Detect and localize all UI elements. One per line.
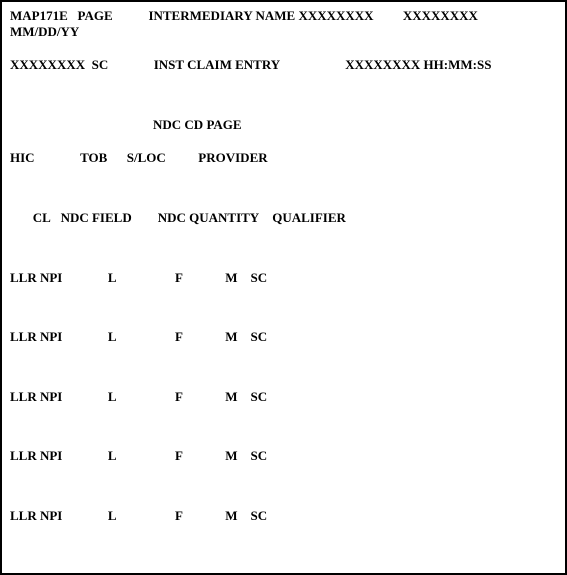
intermediary-value-2: XXXXXXXX bbox=[403, 8, 478, 24]
f-label: F bbox=[175, 329, 183, 345]
spacer bbox=[62, 508, 108, 524]
data-row: LLR NPI L F M SC bbox=[10, 389, 557, 405]
spacer bbox=[238, 329, 251, 345]
spacer bbox=[62, 389, 108, 405]
time-field: HH:MM:SS bbox=[424, 57, 492, 73]
sc-label: SC bbox=[251, 329, 268, 345]
col-hic: HIC bbox=[10, 150, 35, 166]
spacer bbox=[132, 210, 158, 226]
sc-label: SC bbox=[251, 270, 268, 286]
l-label: L bbox=[108, 389, 117, 405]
spacer bbox=[117, 329, 176, 345]
header-line-2: MM/DD/YY bbox=[10, 24, 557, 40]
f-label: F bbox=[175, 270, 183, 286]
columns-mid: CL NDC FIELD NDC QUANTITY QUALIFIER bbox=[10, 210, 557, 226]
spacer bbox=[10, 117, 153, 133]
col-tob: TOB bbox=[80, 150, 107, 166]
m-label: M bbox=[225, 270, 237, 286]
m-label: M bbox=[225, 508, 237, 524]
spacer bbox=[259, 210, 272, 226]
llr-npi-label: LLR NPI bbox=[10, 508, 62, 524]
l-label: L bbox=[108, 448, 117, 464]
spacer bbox=[113, 8, 149, 24]
col-provider: PROVIDER bbox=[198, 150, 267, 166]
sc-label: SC bbox=[251, 389, 268, 405]
spacer bbox=[62, 329, 108, 345]
spacer bbox=[183, 270, 225, 286]
data-rows: LLR NPI L F M SCLLR NPI L F M SCLLR NPI … bbox=[10, 270, 557, 524]
page-title-row: NDC CD PAGE bbox=[10, 117, 557, 133]
l-label: L bbox=[108, 508, 117, 524]
llr-npi-label: LLR NPI bbox=[10, 329, 62, 345]
spacer bbox=[51, 210, 61, 226]
f-label: F bbox=[175, 448, 183, 464]
col-sloc: S/LOC bbox=[127, 150, 166, 166]
spacer bbox=[68, 8, 78, 24]
f-label: F bbox=[175, 389, 183, 405]
spacer bbox=[117, 448, 176, 464]
spacer bbox=[10, 210, 33, 226]
spacer bbox=[183, 389, 225, 405]
f-label: F bbox=[175, 508, 183, 524]
col-qualifier: QUALIFIER bbox=[272, 210, 346, 226]
spacer bbox=[183, 329, 225, 345]
header-line-1: MAP171E PAGE INTERMEDIARY NAME XXXXXXXX … bbox=[10, 8, 557, 24]
intermediary-label: INTERMEDIARY NAME bbox=[148, 8, 295, 24]
spacer bbox=[62, 448, 108, 464]
page-title: NDC CD PAGE bbox=[153, 117, 242, 133]
map-id: MAP171E bbox=[10, 8, 68, 24]
spacer bbox=[238, 508, 251, 524]
date-field: MM/DD/YY bbox=[10, 24, 79, 40]
spacer bbox=[374, 8, 403, 24]
spacer bbox=[183, 448, 225, 464]
l-label: L bbox=[108, 270, 117, 286]
header-line-3: XXXXXXXX SC INST CLAIM ENTRY XXXXXXXX HH… bbox=[10, 57, 557, 73]
spacer bbox=[108, 57, 154, 73]
m-label: M bbox=[225, 329, 237, 345]
llr-npi-label: LLR NPI bbox=[10, 389, 62, 405]
spacer bbox=[117, 508, 176, 524]
spacer bbox=[238, 270, 251, 286]
spacer bbox=[62, 270, 108, 286]
spacer bbox=[117, 389, 176, 405]
sc-label: SC bbox=[251, 508, 268, 524]
llr-npi-label: LLR NPI bbox=[10, 270, 62, 286]
data-row: LLR NPI L F M SC bbox=[10, 448, 557, 464]
spacer bbox=[183, 508, 225, 524]
llr-npi-label: LLR NPI bbox=[10, 448, 62, 464]
col-ndc-field: NDC FIELD bbox=[61, 210, 132, 226]
m-label: M bbox=[225, 389, 237, 405]
page-label: PAGE bbox=[78, 8, 113, 24]
right-field: XXXXXXXX bbox=[345, 57, 420, 73]
columns-top: HIC TOB S/LOC PROVIDER bbox=[10, 150, 557, 166]
sc-label: SC bbox=[251, 448, 268, 464]
spacer bbox=[238, 389, 251, 405]
m-label: M bbox=[225, 448, 237, 464]
col-ndc-quantity: NDC QUANTITY bbox=[158, 210, 259, 226]
terminal-screen: MAP171E PAGE INTERMEDIARY NAME XXXXXXXX … bbox=[0, 0, 567, 575]
intermediary-value-1: XXXXXXXX bbox=[298, 8, 373, 24]
spacer bbox=[238, 448, 251, 464]
center-title: INST CLAIM ENTRY bbox=[154, 57, 280, 73]
col-cl: CL bbox=[33, 210, 51, 226]
spacer bbox=[117, 270, 176, 286]
l-label: L bbox=[108, 329, 117, 345]
sc-label: SC bbox=[92, 57, 109, 73]
spacer bbox=[35, 150, 81, 166]
data-row: LLR NPI L F M SC bbox=[10, 508, 557, 524]
data-row: LLR NPI L F M SC bbox=[10, 270, 557, 286]
spacer bbox=[166, 150, 199, 166]
spacer bbox=[280, 57, 345, 73]
spacer bbox=[107, 150, 127, 166]
user-field: XXXXXXXX bbox=[10, 57, 85, 73]
data-row: LLR NPI L F M SC bbox=[10, 329, 557, 345]
